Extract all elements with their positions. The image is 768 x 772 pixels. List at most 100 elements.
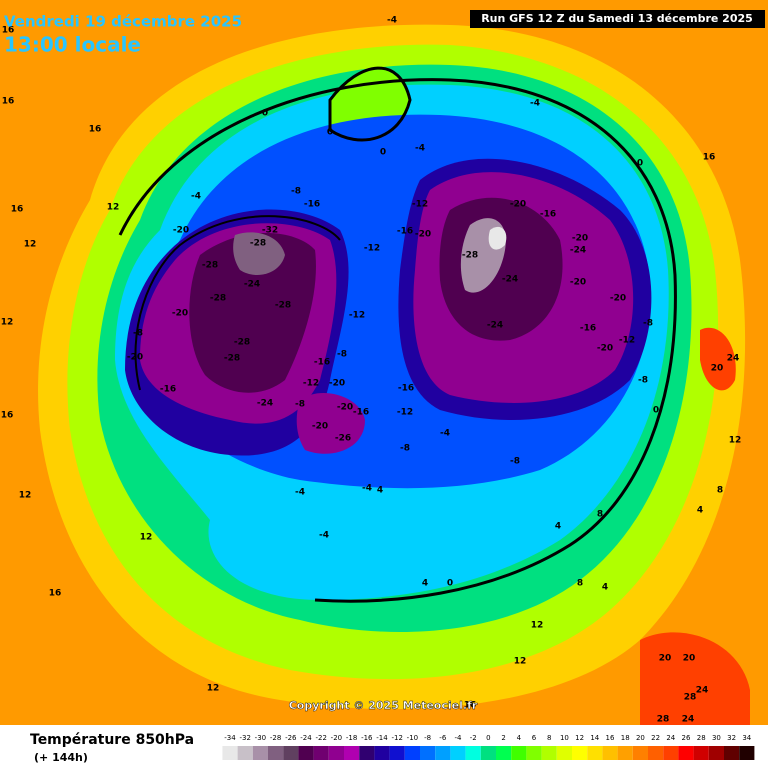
contour-label: -8	[510, 457, 520, 467]
contour-label: -8	[295, 400, 305, 410]
legend-tick-label: -32	[239, 734, 250, 742]
contour-label: -12	[303, 379, 319, 389]
contour-label: -24	[257, 399, 273, 409]
color-swatch	[632, 746, 648, 760]
contour-label: 20	[659, 654, 672, 664]
color-swatch	[541, 746, 557, 760]
color-swatch	[678, 746, 694, 760]
contour-label: -26	[335, 434, 351, 444]
contour-label: -12	[349, 311, 365, 321]
color-swatch	[648, 746, 664, 760]
legend-tick-label: -4	[455, 734, 463, 742]
color-swatch	[617, 746, 633, 760]
contour-label: -28	[210, 294, 226, 304]
contour-label: -28	[462, 251, 478, 261]
contour-label: -20	[127, 353, 143, 363]
legend-tick-label: 34	[742, 734, 751, 742]
color-swatch	[298, 746, 314, 760]
legend-tick-label: -8	[424, 734, 431, 742]
contour-label: 24	[682, 715, 695, 725]
legend-subtitle: (+ 144h)	[34, 751, 88, 764]
contour-label: -16	[314, 358, 330, 368]
contour-label: -20	[415, 230, 431, 240]
color-swatch	[572, 746, 588, 760]
legend-tick-label: -10	[407, 734, 418, 742]
contour-label: 12	[19, 491, 32, 501]
contour-label: 4	[555, 522, 561, 532]
contour-label: 0	[447, 579, 453, 589]
legend-tick-label: 22	[651, 734, 660, 742]
contour-label: -8	[643, 319, 653, 329]
color-swatch	[724, 746, 740, 760]
contour-label: -16	[397, 227, 413, 237]
legend-tick-label: 14	[590, 734, 599, 742]
color-swatch	[602, 746, 618, 760]
contour-label: 12	[207, 684, 220, 694]
color-swatch	[526, 746, 542, 760]
contour-label: 4	[697, 506, 703, 516]
contour-label: -20	[329, 379, 345, 389]
contour-label: -16	[398, 384, 414, 394]
contour-label: -28	[234, 338, 250, 348]
contour-label: -20	[172, 309, 188, 319]
contour-label: 16	[464, 701, 477, 711]
contour-label: -4	[530, 99, 540, 109]
color-swatch	[420, 746, 436, 760]
color-swatch	[283, 746, 299, 760]
legend-tick-label: 8	[547, 734, 551, 742]
legend-tick-label: 26	[682, 734, 691, 742]
contour-label: 16	[703, 153, 716, 163]
color-swatch	[268, 746, 284, 760]
contour-label: 24	[696, 686, 709, 696]
legend-tick-label: 16	[606, 734, 615, 742]
color-swatch	[328, 746, 344, 760]
contour-label: 16	[11, 205, 24, 215]
contour-label: 4	[377, 486, 383, 496]
contour-label: 24	[727, 354, 740, 364]
legend-tick-label: 6	[532, 734, 537, 742]
contour-label: 16	[89, 125, 102, 135]
contour-label: -8	[400, 444, 410, 454]
legend-tick-label: -12	[391, 734, 402, 742]
contour-label: 0	[327, 128, 333, 138]
legend-tick-label: -28	[270, 734, 281, 742]
legend-tick-label: -20	[331, 734, 342, 742]
color-swatch	[222, 746, 238, 760]
contour-label: -8	[291, 187, 301, 197]
contour-label: -20	[337, 403, 353, 413]
legend-tick-label: 30	[712, 734, 721, 742]
contour-label: -20	[572, 234, 588, 244]
contour-label: -24	[570, 246, 586, 256]
legend-tick-label: 4	[517, 734, 522, 742]
contour-label: 12	[24, 240, 37, 250]
legend-tick-label: -24	[300, 734, 312, 742]
color-swatch	[313, 746, 329, 760]
copyright: Copyright © 2025 Meteociel.fr	[289, 699, 478, 712]
contour-label: 0	[637, 159, 643, 169]
contour-label: -8	[133, 329, 143, 339]
contour-label: -12	[364, 244, 380, 254]
contour-label: -4	[191, 192, 201, 202]
contour-label: -20	[570, 278, 586, 288]
contour-label: 20	[711, 364, 724, 374]
contour-label: 4	[602, 583, 608, 593]
map: -28 -32 -28 -24 -28 -20 -28 -28 -28 -16 -24 -20 -8 -2…	[0, 0, 768, 725]
contour-label: -20	[510, 200, 526, 210]
contour-label: -24	[244, 280, 260, 290]
contour-label: -12	[412, 200, 428, 210]
legend-tick-label: -14	[376, 734, 388, 742]
contour-label: -16	[580, 324, 596, 334]
contour-label: 28	[657, 715, 670, 725]
contour-label: 20	[683, 654, 696, 664]
contour-label: 28	[684, 693, 697, 703]
color-swatch	[465, 746, 481, 760]
legend-title: Température 850hPa	[30, 732, 194, 748]
run: Run GFS 12 Z du Samedi 13 décembre 2025	[481, 12, 753, 25]
time: 13:00 locale	[4, 33, 141, 57]
color-swatch	[389, 746, 405, 760]
color-swatch	[739, 746, 755, 760]
contour-label: 12	[107, 203, 120, 213]
contour-label: 4	[422, 579, 428, 589]
color-swatch	[663, 746, 679, 760]
contour-label: 16	[2, 97, 15, 107]
